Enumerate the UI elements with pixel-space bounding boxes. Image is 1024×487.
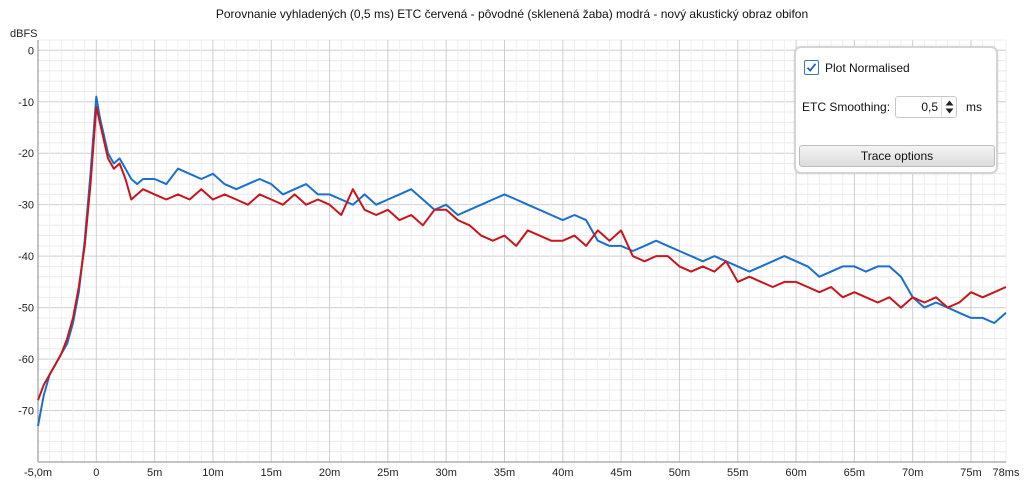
x-tick-label: 5m <box>147 467 162 479</box>
trace-options-button[interactable]: Trace options <box>799 145 995 167</box>
x-tick-label: 78ms <box>993 467 1020 479</box>
etc-smoothing-spinner[interactable]: 0,5 <box>895 96 958 118</box>
spinner-arrows[interactable] <box>941 97 956 117</box>
series-lines <box>37 95 1007 427</box>
x-tick-label: 0 <box>93 467 99 479</box>
x-tick-label: 10m <box>202 467 223 479</box>
etc-smoothing-unit: ms <box>966 100 983 114</box>
axis-ticks: -5,0m 0 5m 10m 15m 20m 25m 30m 35m 40m 45m 50m 55m 60… <box>18 45 1020 479</box>
x-tick-label: 50m <box>669 467 690 479</box>
y-tick-label: -50 <box>18 303 34 315</box>
x-tick-label: 35m <box>494 467 515 479</box>
series-line-red <box>37 105 1007 401</box>
arrow-down-icon[interactable] <box>945 108 954 114</box>
y-tick-label: -40 <box>18 251 34 263</box>
etc-smoothing-row: ETC Smoothing: 0,5 ms <box>802 96 982 118</box>
y-tick-label: -20 <box>18 148 34 160</box>
y-tick-label: -60 <box>18 354 34 366</box>
x-tick-label: 15m <box>261 467 282 479</box>
plot-normalised-checkbox[interactable] <box>804 60 819 75</box>
y-axis-label: dBFS <box>10 28 38 40</box>
x-tick-label: 60m <box>785 467 806 479</box>
x-tick-label: 20m <box>319 467 340 479</box>
options-panel: Plot Normalised ETC Smoothing: 0,5 ms Tr… <box>794 46 998 174</box>
y-tick-label: -30 <box>18 200 34 212</box>
x-tick-label: 75m <box>960 467 981 479</box>
arrow-up-icon[interactable] <box>945 100 954 106</box>
plot-normalised-row[interactable]: Plot Normalised <box>804 60 910 75</box>
etc-smoothing-value[interactable]: 0,5 <box>921 100 939 114</box>
y-tick-label: -10 <box>18 97 34 109</box>
x-tick-label: 55m <box>727 467 748 479</box>
x-tick-label: -5,0m <box>24 467 52 479</box>
series-line-blue <box>37 95 1007 427</box>
x-tick-label: 45m <box>610 467 631 479</box>
x-tick-label: 40m <box>552 467 573 479</box>
etc-smoothing-label: ETC Smoothing: <box>802 100 891 114</box>
x-tick-label: 25m <box>377 467 398 479</box>
x-tick-label: 65m <box>844 467 865 479</box>
check-icon <box>806 63 817 72</box>
x-tick-label: 30m <box>435 467 456 479</box>
plot-normalised-label: Plot Normalised <box>825 60 910 75</box>
y-tick-label: -70 <box>18 406 34 418</box>
y-tick-label: 0 <box>28 45 34 57</box>
chart-title: Porovnanie vyhladených (0,5 ms) ETC červ… <box>216 7 808 21</box>
x-tick-label: 70m <box>902 467 923 479</box>
